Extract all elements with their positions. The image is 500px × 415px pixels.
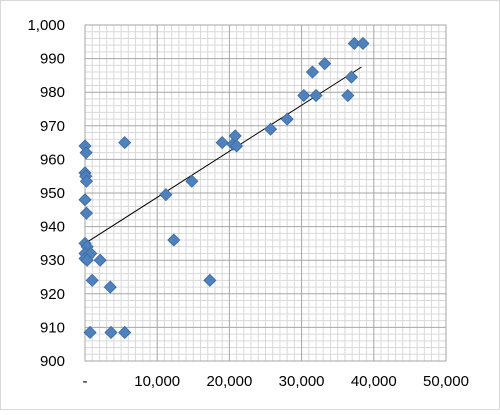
data-point — [79, 206, 94, 220]
data-point — [83, 325, 97, 340]
data-point — [104, 325, 118, 340]
x-tick-label: 10,000 — [134, 373, 180, 390]
data-point — [347, 36, 361, 51]
y-tick-label: 920 — [40, 286, 65, 303]
data-point — [309, 88, 323, 103]
data-point — [80, 253, 94, 267]
y-tick-label: 940 — [40, 219, 65, 236]
data-point — [79, 146, 93, 160]
data-point — [297, 88, 311, 103]
data-point — [230, 139, 244, 153]
y-tick-label: 990 — [40, 51, 65, 68]
data-point — [79, 174, 94, 188]
data-point — [318, 57, 332, 71]
data-point — [167, 233, 181, 247]
plot-area — [84, 24, 447, 362]
y-tick-label: 960 — [40, 151, 65, 168]
y-tick-label: 900 — [40, 353, 65, 370]
x-tick-label: 20,000 — [206, 373, 252, 390]
x-tick-label: - — [83, 373, 88, 390]
x-tick-label: 30,000 — [279, 373, 325, 390]
data-point — [356, 36, 370, 51]
y-axis-tick-labels: 900 910 920 930 940 950 960 970 980 990 1,000 — [27, 17, 65, 370]
data-point — [341, 88, 355, 103]
data-point — [305, 65, 319, 79]
data-point — [85, 273, 99, 287]
x-tick-label: 50,000 — [423, 373, 469, 390]
y-tick-label: 980 — [40, 84, 65, 101]
data-point — [159, 188, 173, 202]
data-point — [185, 174, 199, 188]
x-tick-label: 40,000 — [351, 373, 397, 390]
data-point — [203, 273, 217, 287]
data-point — [93, 253, 107, 267]
data-point — [263, 122, 278, 136]
y-tick-label: 930 — [40, 252, 65, 269]
data-point — [344, 70, 358, 84]
y-tick-label: 910 — [40, 319, 65, 336]
x-axis-tick-labels: - 10,000 20,000 30,000 40,000 50,000 — [83, 373, 469, 390]
data-point — [215, 136, 229, 150]
plot-area-border — [84, 24, 447, 362]
data-point — [280, 112, 294, 126]
y-tick-label: 970 — [40, 118, 65, 135]
data-point — [118, 325, 132, 340]
data-point — [118, 136, 132, 150]
data-point — [103, 280, 117, 294]
data-point — [78, 193, 92, 207]
y-tick-label: 950 — [40, 185, 65, 202]
data-points — [78, 36, 370, 340]
y-tick-label: 1,000 — [27, 17, 65, 34]
